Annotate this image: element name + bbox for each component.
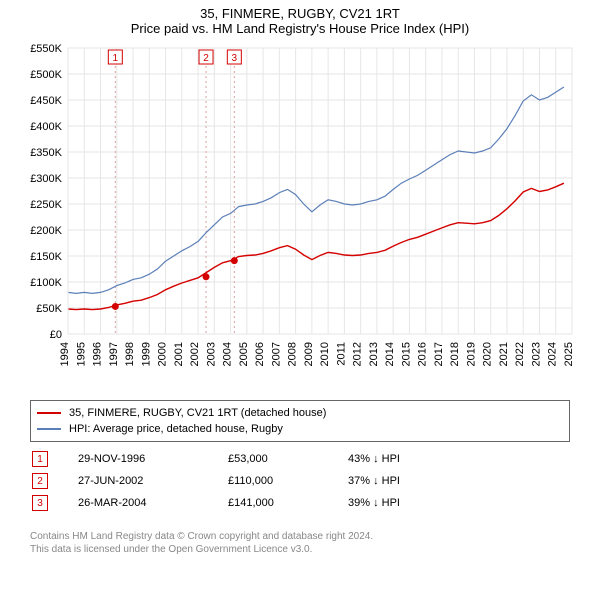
svg-text:2005: 2005 (238, 342, 250, 366)
svg-text:1995: 1995 (75, 342, 87, 366)
svg-text:2012: 2012 (352, 342, 364, 366)
svg-text:2006: 2006 (254, 342, 266, 366)
page-title: 35, FINMERE, RUGBY, CV21 1RT (0, 0, 600, 21)
svg-text:2007: 2007 (270, 342, 282, 366)
svg-text:1: 1 (113, 53, 119, 64)
svg-text:2015: 2015 (400, 342, 412, 366)
svg-text:3: 3 (232, 53, 238, 64)
svg-text:2011: 2011 (335, 342, 347, 366)
svg-text:£400K: £400K (30, 121, 62, 133)
svg-text:1997: 1997 (108, 342, 120, 366)
marker-date: 29-NOV-1996 (78, 453, 228, 465)
svg-text:2020: 2020 (482, 342, 494, 366)
legend-swatch (37, 428, 61, 430)
svg-text:2024: 2024 (547, 342, 559, 366)
svg-text:2: 2 (203, 53, 209, 64)
legend-label: HPI: Average price, detached house, Rugb… (69, 423, 283, 435)
svg-text:2014: 2014 (384, 342, 396, 366)
svg-text:£150K: £150K (30, 251, 62, 263)
svg-text:2010: 2010 (319, 342, 331, 366)
legend-item: HPI: Average price, detached house, Rugb… (37, 421, 563, 437)
marker-diff: 43% ↓ HPI (348, 453, 570, 465)
svg-text:2013: 2013 (368, 342, 380, 366)
svg-text:2016: 2016 (417, 342, 429, 366)
footer-line-1: Contains HM Land Registry data © Crown c… (30, 530, 570, 543)
legend-swatch (37, 412, 61, 414)
svg-text:2000: 2000 (157, 342, 169, 366)
table-row: 1 29-NOV-1996£53,00043% ↓ HPI (30, 448, 570, 470)
svg-text:£550K: £550K (30, 43, 62, 55)
svg-text:£100K: £100K (30, 277, 62, 289)
marker-price: £110,000 (228, 475, 348, 487)
svg-text:£50K: £50K (36, 303, 62, 315)
svg-text:1998: 1998 (124, 342, 136, 366)
legend-box: 35, FINMERE, RUGBY, CV21 1RT (detached h… (30, 400, 570, 442)
svg-text:2008: 2008 (287, 342, 299, 366)
svg-text:2004: 2004 (222, 342, 234, 366)
svg-text:£200K: £200K (30, 225, 62, 237)
svg-text:1994: 1994 (59, 342, 71, 366)
svg-text:2022: 2022 (514, 342, 526, 366)
marker-diff: 37% ↓ HPI (348, 475, 570, 487)
footer-text: Contains HM Land Registry data © Crown c… (30, 530, 570, 556)
svg-text:2003: 2003 (205, 342, 217, 366)
svg-text:£300K: £300K (30, 173, 62, 185)
page-subtitle: Price paid vs. HM Land Registry's House … (0, 21, 600, 40)
svg-text:£0: £0 (50, 329, 62, 341)
svg-text:2023: 2023 (530, 342, 542, 366)
footer-line-2: This data is licensed under the Open Gov… (30, 543, 570, 556)
svg-text:£450K: £450K (30, 95, 62, 107)
marker-badge: 1 (32, 451, 48, 467)
svg-text:2009: 2009 (303, 342, 315, 366)
table-row: 3 26-MAR-2004£141,00039% ↓ HPI (30, 492, 570, 514)
marker-table: 1 29-NOV-1996£53,00043% ↓ HPI 2 27-JUN-2002… (30, 448, 570, 514)
table-row: 2 27-JUN-2002£110,00037% ↓ HPI (30, 470, 570, 492)
svg-text:2021: 2021 (498, 342, 510, 366)
marker-date: 26-MAR-2004 (78, 497, 228, 509)
marker-price: £53,000 (228, 453, 348, 465)
marker-date: 27-JUN-2002 (78, 475, 228, 487)
svg-text:1999: 1999 (140, 342, 152, 366)
svg-text:£500K: £500K (30, 69, 62, 81)
svg-text:1996: 1996 (92, 342, 104, 366)
svg-text:£250K: £250K (30, 199, 62, 211)
svg-text:2019: 2019 (465, 342, 477, 366)
marker-price: £141,000 (228, 497, 348, 509)
svg-text:2001: 2001 (173, 342, 185, 366)
marker-badge: 2 (32, 473, 48, 489)
svg-text:2017: 2017 (433, 342, 445, 366)
legend-label: 35, FINMERE, RUGBY, CV21 1RT (detached h… (69, 407, 326, 419)
svg-text:£350K: £350K (30, 147, 62, 159)
svg-text:2002: 2002 (189, 342, 201, 366)
price-chart: £0 £50K £100K £150K £200K £250K £300K £350K £400… (20, 40, 580, 380)
svg-text:2018: 2018 (449, 342, 461, 366)
marker-diff: 39% ↓ HPI (348, 497, 570, 509)
marker-badge: 3 (32, 495, 48, 511)
legend-item: 35, FINMERE, RUGBY, CV21 1RT (detached h… (37, 405, 563, 421)
svg-text:2025: 2025 (563, 342, 575, 366)
